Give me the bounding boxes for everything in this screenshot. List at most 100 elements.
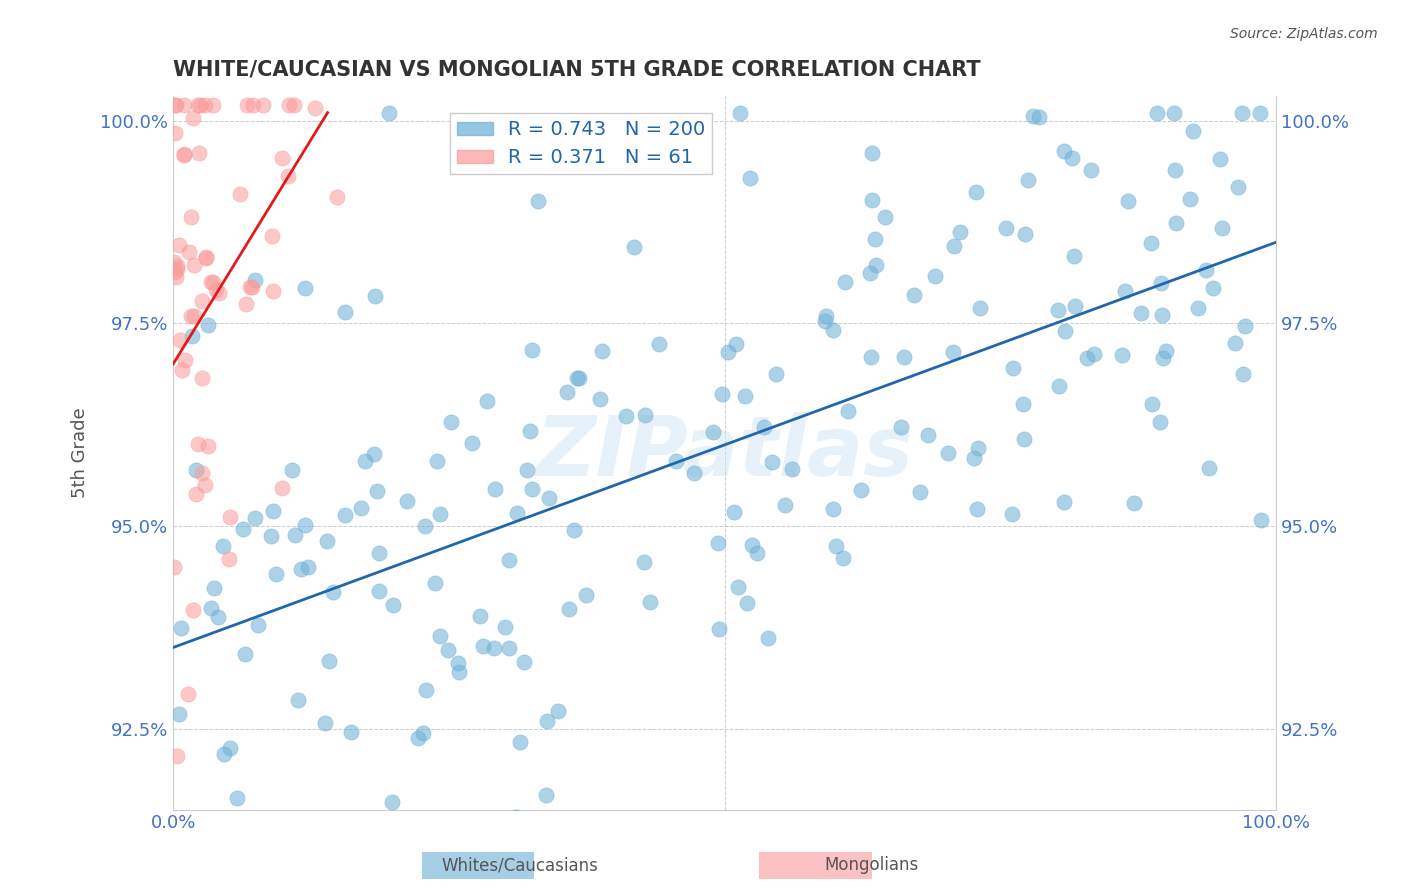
Point [212, 539, 235, 553]
Point [734, 389, 756, 403]
Point [1164, 163, 1187, 178]
Point [440, 415, 463, 429]
Point [1002, 361, 1025, 376]
Point [270, 822, 292, 836]
Point [197, 318, 219, 333]
Point [710, 387, 733, 401]
Point [859, 266, 882, 280]
Point [1149, 415, 1171, 429]
Point [775, 498, 797, 512]
Point [378, 105, 401, 120]
Point [382, 598, 405, 612]
Point [747, 546, 769, 560]
Point [723, 505, 745, 519]
Point [1187, 301, 1209, 315]
Point [1064, 299, 1087, 313]
Point [1164, 216, 1187, 230]
Point [873, 210, 896, 224]
Point [429, 629, 451, 643]
Point [200, 276, 222, 290]
Point [184, 487, 207, 501]
Point [165, 97, 187, 112]
Point [191, 371, 214, 385]
Point [194, 251, 217, 265]
Point [1152, 308, 1174, 322]
Point [567, 371, 589, 385]
Point [638, 595, 661, 609]
Point [461, 435, 484, 450]
Point [1123, 496, 1146, 510]
Point [177, 245, 200, 260]
Point [283, 97, 305, 112]
Point [326, 190, 349, 204]
Point [825, 539, 848, 553]
Point [547, 704, 569, 718]
Point [270, 151, 292, 165]
Point [1017, 172, 1039, 186]
Point [316, 534, 339, 549]
Point [506, 506, 529, 520]
Point [167, 238, 190, 252]
Point [575, 588, 598, 602]
Point [727, 580, 749, 594]
Point [180, 310, 202, 324]
Point [756, 632, 779, 646]
Point [752, 420, 775, 434]
Point [1152, 351, 1174, 365]
Point [633, 555, 655, 569]
Point [194, 478, 217, 492]
Point [1049, 379, 1071, 393]
Point [429, 507, 451, 521]
Point [1227, 180, 1250, 194]
Point [243, 511, 266, 525]
Text: Mongolians: Mongolians [824, 856, 920, 874]
Point [381, 795, 404, 809]
Point [1208, 152, 1230, 166]
Point [555, 385, 578, 400]
Point [281, 463, 304, 477]
Point [163, 126, 186, 140]
Point [412, 726, 434, 740]
Point [477, 393, 499, 408]
Point [304, 101, 326, 115]
Point [1154, 344, 1177, 359]
Point [519, 424, 541, 438]
Point [194, 97, 217, 112]
Point [425, 576, 447, 591]
Point [1223, 336, 1246, 351]
Point [494, 620, 516, 634]
Point [277, 169, 299, 183]
Point [322, 584, 344, 599]
Point [505, 810, 527, 824]
Point [735, 597, 758, 611]
Y-axis label: 5th Grade: 5th Grade [72, 408, 89, 499]
Point [162, 560, 184, 574]
Point [165, 265, 187, 279]
Point [240, 280, 263, 294]
Point [202, 581, 225, 595]
Point [1232, 105, 1254, 120]
Point [335, 305, 357, 319]
Point [245, 272, 267, 286]
Point [264, 567, 287, 582]
Point [170, 621, 193, 635]
Point [201, 97, 224, 112]
Point [262, 504, 284, 518]
Point [173, 146, 195, 161]
Point [366, 483, 388, 498]
Point [1118, 194, 1140, 208]
Point [538, 491, 561, 506]
Point [520, 482, 543, 496]
Point [683, 466, 706, 480]
Point [557, 601, 579, 615]
Point [1181, 123, 1204, 137]
Point [415, 683, 437, 698]
Point [860, 145, 883, 160]
Point [863, 232, 886, 246]
Point [1202, 280, 1225, 294]
Point [966, 502, 988, 516]
Point [363, 447, 385, 461]
Point [239, 280, 262, 294]
Point [969, 301, 991, 315]
Point [166, 748, 188, 763]
